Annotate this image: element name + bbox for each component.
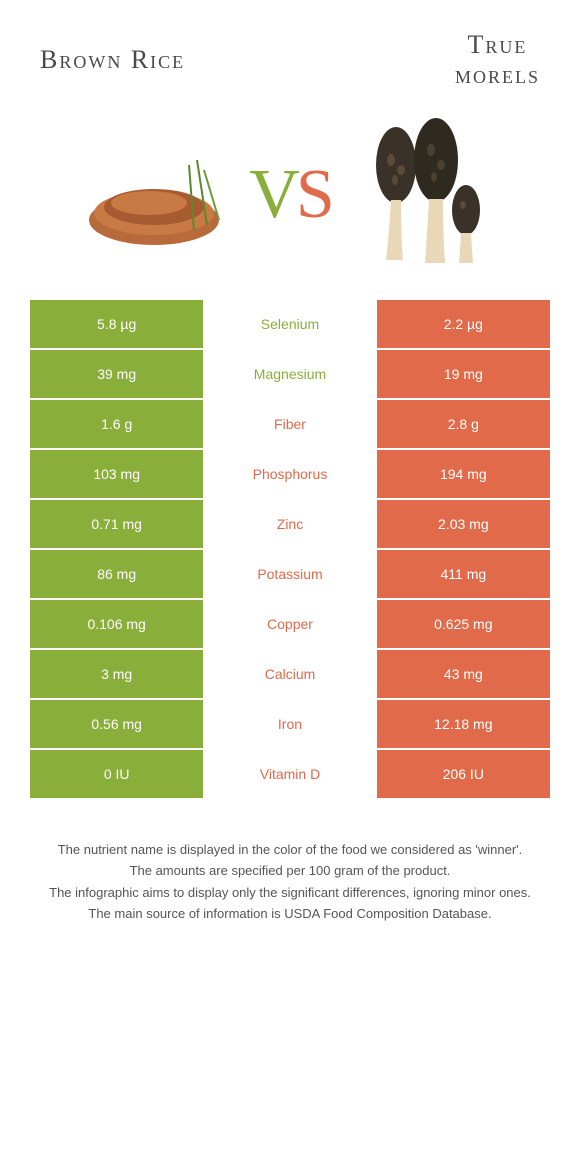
table-row: 5.8 µgSelenium2.2 µg xyxy=(30,300,550,348)
table-row: 0 IUVitamin D206 IU xyxy=(30,750,550,798)
nutrient-name-cell: Selenium xyxy=(203,300,376,348)
left-value-cell: 0.71 mg xyxy=(30,500,203,548)
right-value-cell: 411 mg xyxy=(377,550,550,598)
left-value-cell: 0 IU xyxy=(30,750,203,798)
left-food-title: Brown Rice xyxy=(40,45,185,75)
footer-line: The amounts are specified per 100 gram o… xyxy=(40,861,540,881)
nutrient-name-cell: Iron xyxy=(203,700,376,748)
right-value-cell: 2.03 mg xyxy=(377,500,550,548)
morels-image xyxy=(341,120,501,270)
table-row: 0.56 mgIron12.18 mg xyxy=(30,700,550,748)
vs-s: S xyxy=(296,155,331,235)
nutrient-name-cell: Calcium xyxy=(203,650,376,698)
right-value-cell: 0.625 mg xyxy=(377,600,550,648)
nutrient-name-cell: Vitamin D xyxy=(203,750,376,798)
right-value-cell: 206 IU xyxy=(377,750,550,798)
nutrient-name-cell: Fiber xyxy=(203,400,376,448)
right-value-cell: 43 mg xyxy=(377,650,550,698)
left-value-cell: 3 mg xyxy=(30,650,203,698)
header: Brown Rice True morels xyxy=(0,0,580,100)
brown-rice-image xyxy=(79,120,239,270)
table-row: 39 mgMagnesium19 mg xyxy=(30,350,550,398)
footer-line: The infographic aims to display only the… xyxy=(40,883,540,903)
right-food-title: True morels xyxy=(455,30,540,90)
footer-line: The main source of information is USDA F… xyxy=(40,904,540,924)
left-value-cell: 0.106 mg xyxy=(30,600,203,648)
left-value-cell: 39 mg xyxy=(30,350,203,398)
table-row: 103 mgPhosphorus194 mg xyxy=(30,450,550,498)
left-value-cell: 0.56 mg xyxy=(30,700,203,748)
nutrient-name-cell: Zinc xyxy=(203,500,376,548)
right-value-cell: 194 mg xyxy=(377,450,550,498)
hero-row: VS xyxy=(0,100,580,300)
right-title-line2: morels xyxy=(455,60,540,90)
footer-line: The nutrient name is displayed in the co… xyxy=(40,840,540,860)
left-value-cell: 5.8 µg xyxy=(30,300,203,348)
table-row: 0.71 mgZinc2.03 mg xyxy=(30,500,550,548)
right-value-cell: 19 mg xyxy=(377,350,550,398)
left-value-cell: 103 mg xyxy=(30,450,203,498)
table-row: 3 mgCalcium43 mg xyxy=(30,650,550,698)
vs-v: V xyxy=(249,155,296,235)
right-value-cell: 2.8 g xyxy=(377,400,550,448)
nutrient-name-cell: Phosphorus xyxy=(203,450,376,498)
vs-label: VS xyxy=(249,155,331,235)
right-value-cell: 2.2 µg xyxy=(377,300,550,348)
nutrient-table: 5.8 µgSelenium2.2 µg39 mgMagnesium19 mg1… xyxy=(0,300,580,798)
nutrient-name-cell: Magnesium xyxy=(203,350,376,398)
footer-notes: The nutrient name is displayed in the co… xyxy=(0,800,580,924)
left-value-cell: 86 mg xyxy=(30,550,203,598)
right-title-line1: True xyxy=(455,30,540,60)
left-value-cell: 1.6 g xyxy=(30,400,203,448)
right-value-cell: 12.18 mg xyxy=(377,700,550,748)
table-row: 86 mgPotassium411 mg xyxy=(30,550,550,598)
table-row: 0.106 mgCopper0.625 mg xyxy=(30,600,550,648)
table-row: 1.6 gFiber2.8 g xyxy=(30,400,550,448)
nutrient-name-cell: Potassium xyxy=(203,550,376,598)
nutrient-name-cell: Copper xyxy=(203,600,376,648)
